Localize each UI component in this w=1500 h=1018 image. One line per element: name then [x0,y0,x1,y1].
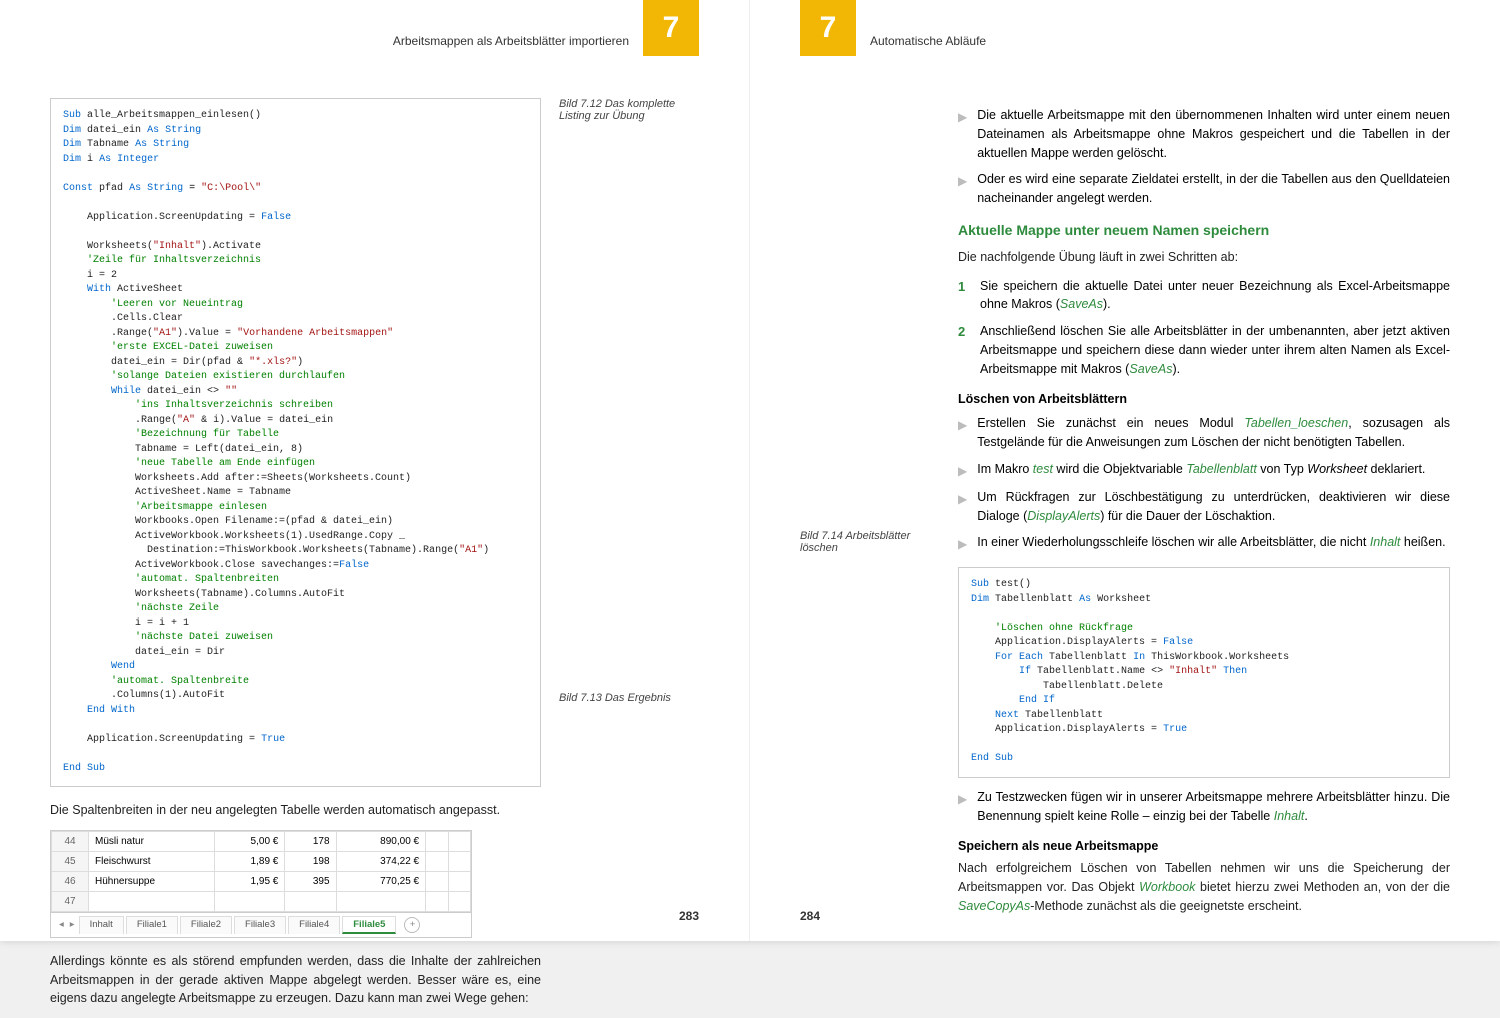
step-item: 1Sie speichern die aktuelle Datei unter … [958,277,1450,315]
arrow-icon: ▶ [958,108,967,162]
chapter-number-right: 7 [800,0,856,56]
intro-para: Die nachfolgende Übung läuft in zwei Sch… [958,248,1450,267]
arrow-icon: ▶ [958,490,967,526]
list-item: ▶Erstellen Sie zunächst ein neues Modul … [958,414,1450,452]
excel-result-table: 44Müsli natur5,00 €178890,00 €45Fleischw… [50,830,472,938]
term-savecopyas: SaveCopyAs [958,899,1030,913]
term-workbook: Workbook [1139,880,1195,894]
header-left: Arbeitsmappen als Arbeitsblätter importi… [50,30,699,80]
page-number-284: 284 [800,909,820,923]
code-listing-714: Sub test() Dim Tabellenblatt As Workshee… [958,567,1450,778]
arrow-icon: ▶ [958,172,967,208]
table-row: 46Hühnersuppe1,95 €395770,25 € [52,871,471,891]
intro-bullets: ▶Die aktuelle Arbeitsmappe mit den übern… [958,106,1450,208]
para-2: Allerdings könnte es als störend empfund… [50,952,541,1008]
book-spread: Arbeitsmappen als Arbeitsblätter importi… [0,0,1500,941]
sheet-tab[interactable]: Filiale2 [180,916,232,934]
arrow-icon: ▶ [958,535,967,553]
arrow-icon: ▶ [958,790,967,826]
sheet-tab[interactable]: Filiale4 [288,916,340,934]
subhead-speichern: Speichern als neue Arbeitsmappe [958,839,1450,853]
sheet-tabs: ◂ ▸ InhaltFiliale1Filiale2Filiale3Filial… [51,912,471,937]
sheet-tab[interactable]: Filiale3 [234,916,286,934]
caption-714: Bild 7.14 Arbeitsblätter löschen [800,530,940,554]
sheet-tab[interactable]: Filiale5 [342,916,396,934]
right-main: ▶Die aktuelle Arbeitsmappe mit den übern… [958,98,1450,926]
list-item: ▶In einer Wiederholungsschleife löschen … [958,533,1450,553]
loeschen-bullets: ▶Erstellen Sie zunächst ein neues Modul … [958,414,1450,553]
step-item: 2Anschließend löschen Sie alle Arbeitsbl… [958,322,1450,378]
last-para: Nach erfolgreichem Löschen von Tabellen … [958,859,1450,915]
caption-713: Bild 7.13 Das Ergebnis [559,692,699,704]
arrow-icon: ▶ [958,462,967,480]
list-item: ▶Im Makro test wird die Objektvariable T… [958,460,1450,480]
sheet-tab[interactable]: Filiale1 [126,916,178,934]
numbered-steps: 1Sie speichern die aktuelle Datei unter … [958,277,1450,379]
list-item: ▶Oder es wird eine separate Zieldatei er… [958,170,1450,208]
left-body: Sub alle_Arbeitsmappen_einlesen() Dim da… [50,98,699,1018]
arrow-icon: ▶ [958,416,967,452]
header-right: 7 Automatische Abläufe [800,30,1450,80]
right-body: Bild 7.14 Arbeitsblätter löschen ▶Die ak… [800,98,1450,926]
table-row: 45Fleischwurst1,89 €198374,22 € [52,851,471,871]
right-sidebar: Bild 7.14 Arbeitsblätter löschen [800,98,940,926]
table-row: 44Müsli natur5,00 €178890,00 € [52,831,471,851]
list-item: ▶Die aktuelle Arbeitsmappe mit den übern… [958,106,1450,162]
running-head-left: Arbeitsmappen als Arbeitsblätter importi… [50,30,643,48]
subhead-loeschen: Löschen von Arbeitsblättern [958,392,1450,406]
sheet-tab[interactable]: Inhalt [79,916,124,934]
section-heading: Aktuelle Mappe unter neuem Namen speiche… [958,222,1450,238]
chapter-number-left: 7 [643,0,699,56]
left-sidebar: Bild 7.12 Das komplette Listing zur Übun… [559,98,699,1018]
page-283: Arbeitsmappen als Arbeitsblätter importi… [0,0,750,941]
add-sheet-icon[interactable]: + [404,917,420,933]
caption-712: Bild 7.12 Das komplette Listing zur Übun… [559,98,699,122]
last-para-post: -Methode zunächst als die geeignetste er… [1030,899,1302,913]
page-284: 7 Automatische Abläufe Bild 7.14 Arbeits… [750,0,1500,941]
page-number-283: 283 [679,909,699,923]
table-row: 47 [52,891,471,911]
after-code-bullets: ▶Zu Testzwecken fügen wir in unserer Arb… [958,788,1450,826]
nav-prev-icon[interactable]: ◂ [57,919,66,930]
running-head-right: Automatische Abläufe [856,30,1450,48]
nav-next-icon[interactable]: ▸ [68,919,77,930]
last-para-mid: bietet hierzu zwei Methoden an, von der … [1195,880,1450,894]
para-1: Die Spaltenbreiten in der neu angelegten… [50,801,541,820]
left-main: Sub alle_Arbeitsmappen_einlesen() Dim da… [50,98,541,1018]
list-item: ▶Um Rückfragen zur Löschbestätigung zu u… [958,488,1450,526]
list-item: ▶Zu Testzwecken fügen wir in unserer Arb… [958,788,1450,826]
code-listing-712: Sub alle_Arbeitsmappen_einlesen() Dim da… [50,98,541,787]
